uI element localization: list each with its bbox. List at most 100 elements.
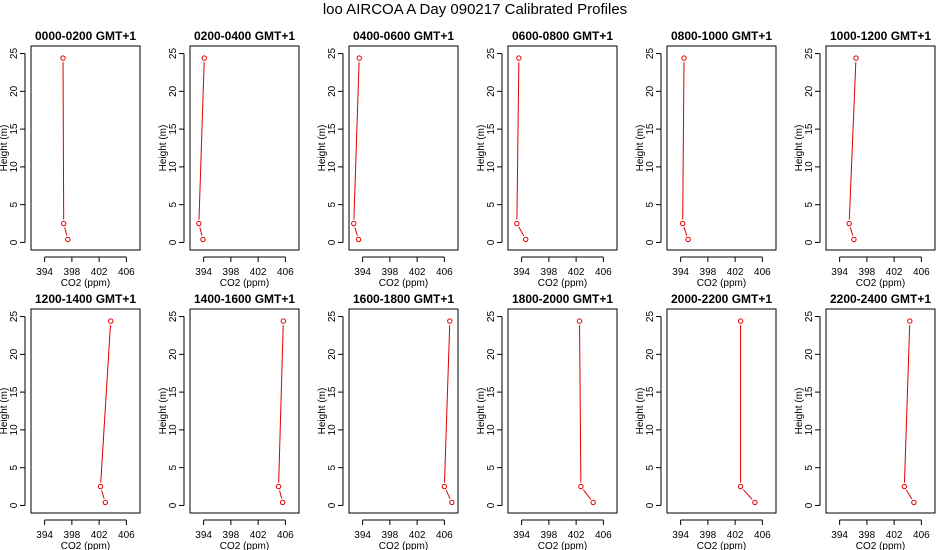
x-tick-label: 406 <box>595 267 612 278</box>
chart-title: 0000-0200 GMT+1 <box>35 29 136 43</box>
plot-frame <box>666 308 777 514</box>
x-tick-label: 402 <box>250 267 267 278</box>
x-tick-label: 406 <box>118 267 135 278</box>
chart-title: 0600-0800 GMT+1 <box>512 29 613 43</box>
y-tick-label: 5 <box>327 464 338 470</box>
y-axis-label: Height (m) <box>476 125 487 172</box>
x-tick-label: 402 <box>409 530 426 541</box>
profile-point <box>196 220 202 227</box>
chart-title: 1400-1600 GMT+1 <box>194 292 295 306</box>
profile-segment <box>279 490 283 499</box>
profile-point <box>279 499 286 506</box>
y-axis-label: Height (m) <box>0 388 10 435</box>
profile-segment <box>445 489 451 500</box>
y-axis-label: Height (m) <box>794 125 805 172</box>
y-axis-label: Height (m) <box>317 125 328 172</box>
x-tick-label: 402 <box>91 267 108 278</box>
y-tick-label: 25 <box>168 48 179 60</box>
y-tick-label: 20 <box>168 85 179 97</box>
y-axis-label: Height (m) <box>317 388 328 435</box>
profile-segment <box>198 62 205 220</box>
x-tick-label: 398 <box>700 530 717 541</box>
y-tick-label: 0 <box>9 502 20 508</box>
profile-segment <box>742 489 753 500</box>
chart-title: 2000-2200 GMT+1 <box>671 292 772 306</box>
chart-title: 0400-0600 GMT+1 <box>353 29 454 43</box>
y-tick-label: 5 <box>645 201 656 207</box>
y-tick-label: 15 <box>804 386 815 398</box>
profile-segment <box>199 227 203 236</box>
y-tick-label: 25 <box>645 48 656 60</box>
x-tick-label: 398 <box>223 267 240 278</box>
y-tick-label: 15 <box>327 123 338 135</box>
y-tick-label: 0 <box>645 502 656 508</box>
y-tick-label: 25 <box>9 311 20 323</box>
x-tick-label: 402 <box>886 530 903 541</box>
x-tick-label: 398 <box>541 267 558 278</box>
profile-segment <box>582 489 592 500</box>
x-tick-label: 406 <box>754 530 771 541</box>
y-axis-label: Height (m) <box>476 388 487 435</box>
y-axis-label: Height (m) <box>794 388 805 435</box>
y-tick-label: 20 <box>9 348 20 360</box>
x-tick-label: 402 <box>568 267 585 278</box>
profile-segment <box>849 227 854 236</box>
x-axis-label: CO2 (ppm) <box>856 278 905 289</box>
profile-segment <box>64 227 68 236</box>
profile-point <box>65 236 71 243</box>
x-tick-label: 406 <box>436 267 453 278</box>
profile-point <box>356 55 362 61</box>
profile-point <box>851 236 857 243</box>
x-tick-label: 394 <box>513 267 530 278</box>
y-tick-label: 0 <box>486 502 497 508</box>
profile-point <box>853 55 859 61</box>
y-axis-label: Height (m) <box>158 125 169 172</box>
y-tick-label: 15 <box>486 386 497 398</box>
x-tick-label: 406 <box>913 267 930 278</box>
profile-point <box>846 220 852 227</box>
x-tick-label: 394 <box>195 530 212 541</box>
profile-point <box>201 55 208 61</box>
chart-panel: 1000-1200 GMT+1 394 398 402 406 CO2 (ppm) 0 5 10… <box>794 29 936 289</box>
profile-point <box>102 499 108 506</box>
y-tick-label: 0 <box>9 239 20 245</box>
y-tick-label: 0 <box>327 239 338 245</box>
profile-segment <box>101 490 105 499</box>
profile-point <box>441 483 448 490</box>
plot-frame <box>507 45 618 251</box>
x-tick-label: 398 <box>64 530 81 541</box>
x-tick-label: 406 <box>913 530 930 541</box>
x-tick-label: 394 <box>354 267 371 278</box>
x-tick-label: 394 <box>672 530 689 541</box>
profile-point <box>200 236 206 243</box>
y-tick-label: 15 <box>168 123 179 135</box>
profile-point <box>516 55 522 61</box>
x-tick-label: 394 <box>672 267 689 278</box>
profile-segment <box>62 62 65 220</box>
x-axis-label: CO2 (ppm) <box>697 278 746 289</box>
chart-panel: 0600-0800 GMT+1 394 398 402 406 CO2 (ppm) 0 5 10… <box>476 29 618 289</box>
x-axis-label: CO2 (ppm) <box>61 541 110 550</box>
x-tick-label: 394 <box>513 530 530 541</box>
y-tick-label: 10 <box>168 424 179 436</box>
y-tick-label: 10 <box>486 424 497 436</box>
y-tick-label: 10 <box>327 424 338 436</box>
chart-title: 1200-1400 GMT+1 <box>35 292 136 306</box>
profile-point <box>578 483 584 490</box>
y-tick-label: 5 <box>804 201 815 207</box>
profile-point <box>60 55 66 61</box>
chart-title: 0800-1000 GMT+1 <box>671 29 772 43</box>
y-tick-label: 5 <box>168 201 179 207</box>
y-tick-label: 25 <box>804 311 815 323</box>
x-axis-label: CO2 (ppm) <box>61 278 110 289</box>
x-axis-label: CO2 (ppm) <box>538 278 587 289</box>
y-tick-label: 5 <box>9 201 20 207</box>
x-axis-label: CO2 (ppm) <box>379 278 428 289</box>
chart-panel: 0400-0600 GMT+1 394 398 402 406 CO2 (ppm) 0 5 10… <box>317 29 459 289</box>
y-tick-label: 0 <box>804 239 815 245</box>
plot-frame <box>825 308 936 514</box>
plot-frame <box>30 308 141 514</box>
chart-panel: 1600-1800 GMT+1 394 398 402 406 CO2 (ppm) 0 5 10… <box>317 292 459 550</box>
x-tick-label: 394 <box>36 267 53 278</box>
